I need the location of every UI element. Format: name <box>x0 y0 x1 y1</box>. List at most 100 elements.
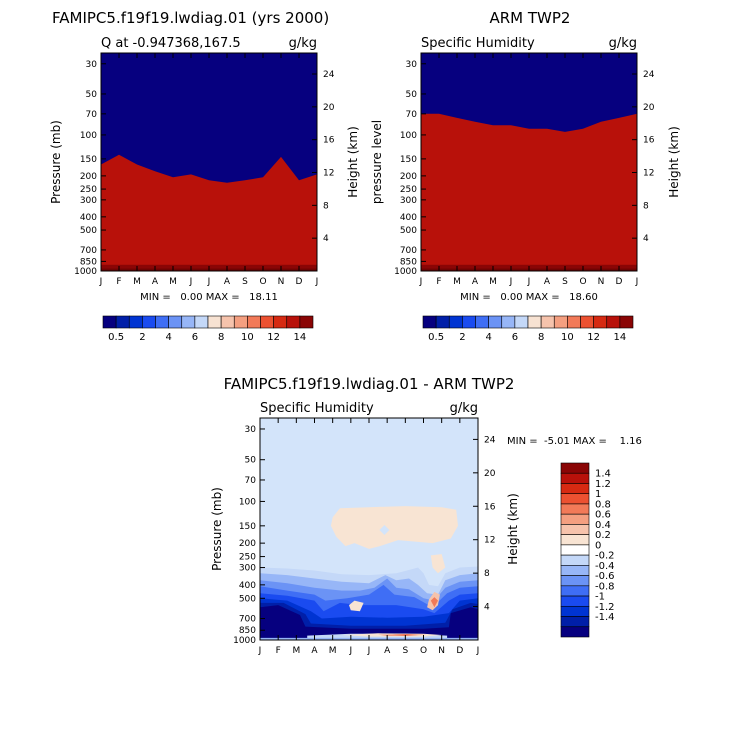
colorbar-swatch <box>435 315 450 329</box>
y-tick-label: 500 <box>80 226 97 236</box>
colorbar-swatch <box>273 315 288 329</box>
colorbar-swatch <box>102 315 117 329</box>
x-tick-label: M <box>489 277 497 287</box>
colorbar-swatch <box>560 554 590 566</box>
y-tick-label: 700 <box>239 615 256 625</box>
x-tick-label: J <box>476 646 480 656</box>
panel-model-subtitle-right: g/kg <box>289 36 317 51</box>
colorbar-swatch <box>247 315 261 329</box>
y-right-tick-label: 4 <box>643 234 649 244</box>
colorbar-swatch <box>233 315 248 329</box>
y-tick-label: 150 <box>400 155 417 165</box>
y-tick-label: 70 <box>406 110 418 120</box>
panel-obs-ylabel-right: Height (km) <box>667 126 681 197</box>
panel-obs-plot-area <box>421 53 637 271</box>
y-tick-label: 500 <box>239 594 256 604</box>
y-tick-label: 300 <box>239 564 256 574</box>
colorbar-swatch <box>475 315 489 329</box>
x-tick-label: M <box>292 646 300 656</box>
y-tick-label: 70 <box>86 110 98 120</box>
y-tick-label: 50 <box>245 456 257 466</box>
panel-diff-title: FAMIPC5.f19f19.lwdiag.01 - ARM TWP2 <box>224 375 515 393</box>
colorbar-swatch <box>580 315 594 329</box>
colorbar-swatch <box>560 472 590 484</box>
y-right-tick-label: 12 <box>323 169 334 179</box>
x-tick-label: J <box>419 277 423 287</box>
x-tick-label: D <box>296 277 303 287</box>
colorbar-swatch <box>220 315 235 329</box>
colorbar-swatch <box>593 315 608 329</box>
x-tick-label: N <box>278 277 285 287</box>
x-tick-label: A <box>224 277 231 287</box>
colorbar-label: 1.2 <box>595 479 611 490</box>
contour-fill <box>379 525 390 536</box>
contour-fill <box>430 597 438 608</box>
colorbar-label: 0 <box>595 540 601 551</box>
colorbar-label: 4 <box>485 332 491 343</box>
y-tick-label: 850 <box>239 626 256 636</box>
y-right-tick-label: 8 <box>643 201 649 211</box>
panel-diff-stats: MIN = -5.01 MAX = 1.16 <box>507 436 642 447</box>
x-tick-label: A <box>472 277 479 287</box>
y-right-tick-label: 4 <box>323 234 329 244</box>
x-tick-label: A <box>384 646 391 656</box>
panel-obs-subtitle-left: Specific Humidity <box>421 36 535 51</box>
colorbar-label: 0.5 <box>108 332 124 343</box>
y-right-tick-label: 12 <box>484 536 495 546</box>
colorbar-swatch <box>560 585 590 597</box>
colorbar-label: 14 <box>294 332 307 343</box>
panel-obs-stats: MIN = 0.00 MAX = 18.60 <box>460 292 598 303</box>
y-tick-label: 250 <box>80 185 97 195</box>
colorbar-label: -1.2 <box>595 602 615 613</box>
colorbar-label: 0.5 <box>428 332 444 343</box>
y-tick-label: 150 <box>239 522 256 532</box>
x-tick-label: D <box>616 277 623 287</box>
y-tick-label: 400 <box>80 213 97 223</box>
colorbar-swatch <box>207 315 222 329</box>
y-tick-label: 400 <box>400 213 417 223</box>
y-tick-label: 850 <box>80 257 97 267</box>
colorbar-swatch <box>155 315 169 329</box>
x-tick-label: J <box>509 277 513 287</box>
panel-model-colorbar: 0.5 2 4 6 8 10 12 14 <box>102 315 314 343</box>
panel-obs-colorbar: 0.5 2 4 6 8 10 12 14 <box>422 315 634 343</box>
colorbar-swatch <box>560 626 590 638</box>
colorbar-swatch <box>560 595 590 607</box>
y-right-tick-label: 4 <box>484 603 490 613</box>
contour-fill <box>260 605 478 640</box>
colorbar-label: 8 <box>218 332 224 343</box>
colorbar-swatch <box>560 534 590 546</box>
colorbar-swatch <box>128 315 143 329</box>
y-tick-label: 50 <box>86 90 98 100</box>
y-right-tick-label: 20 <box>484 469 496 479</box>
contour-fill <box>349 600 364 612</box>
y-tick-label: 200 <box>239 539 256 549</box>
colorbar-swatch <box>299 315 314 329</box>
x-tick-label: N <box>598 277 605 287</box>
y-tick-label: 100 <box>400 131 417 141</box>
colorbar-swatch <box>560 575 590 587</box>
x-tick-label: M <box>133 277 141 287</box>
x-tick-label: S <box>402 646 408 656</box>
panel-obs-title: ARM TWP2 <box>490 9 571 27</box>
y-right-tick-label: 20 <box>643 103 655 113</box>
colorbar-swatch <box>560 565 590 576</box>
x-tick-label: J <box>367 646 371 656</box>
colorbar-swatch <box>286 315 301 329</box>
y-tick-label: 850 <box>400 257 417 267</box>
panel-model-plot-area <box>101 53 317 271</box>
x-tick-label: M <box>169 277 177 287</box>
colorbar-swatch <box>488 315 503 329</box>
colorbar-swatch <box>560 616 590 628</box>
panel-model-stats: MIN = 0.00 MAX = 18.11 <box>140 292 278 303</box>
y-right-tick-label: 16 <box>323 136 335 146</box>
colorbar-swatch <box>619 315 634 329</box>
colorbar-swatch <box>567 315 581 329</box>
x-tick-label: J <box>258 646 262 656</box>
y-right-tick-label: 16 <box>643 136 655 146</box>
x-tick-label: O <box>259 277 266 287</box>
panel-diff-ylabel-right: Height (km) <box>506 493 520 564</box>
y-tick-label: 700 <box>400 246 417 256</box>
